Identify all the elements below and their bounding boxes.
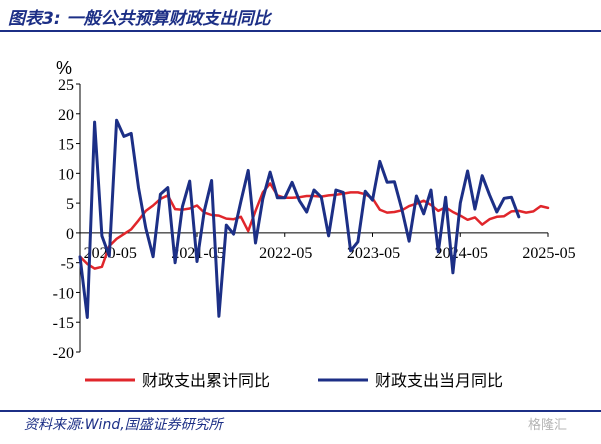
y-tick-label: -15 [53,315,74,332]
watermark: 格隆汇 [528,418,568,433]
x-tick-label: 2025-05 [522,245,575,262]
x-tick-label: 2022-05 [259,245,312,262]
legend-label-monthly: 财政支出当月同比 [375,371,503,390]
series-line-cumulative [78,182,550,270]
series-line-monthly [78,118,521,319]
y-axis-unit: % [56,58,72,78]
footer-rule [0,410,601,412]
y-tick-label: -20 [53,345,74,362]
y-tick-label: 15 [58,137,74,154]
legend-label-cumulative: 财政支出累计同比 [142,371,270,390]
x-axis: 2020-05 2021-05 2022-05 2023-05 2024-05 2025-… [80,232,576,262]
y-tick-label: 5 [66,196,74,213]
series-lines [78,118,550,319]
y-tick-label: 25 [58,77,74,94]
y-axis: 25 20 15 10 5 0 -5 -10 -15 -20 [53,77,81,362]
y-tick-label: -5 [61,256,74,273]
source-note: 资料来源:Wind,国盛证券研究所 [24,417,223,433]
chart-title: 图表3: 一般公共预算财政支出同比 [8,9,271,29]
x-tick-label: 2023-05 [347,245,400,262]
y-tick-label: 10 [58,166,74,183]
header-rule [0,30,601,32]
y-tick-label: 0 [66,226,74,243]
y-tick-label: 20 [58,107,74,124]
y-tick-label: -10 [53,285,74,302]
legend: 财政支出累计同比 财政支出当月同比 [85,371,503,390]
x-tick-label: 2024-05 [435,245,488,262]
